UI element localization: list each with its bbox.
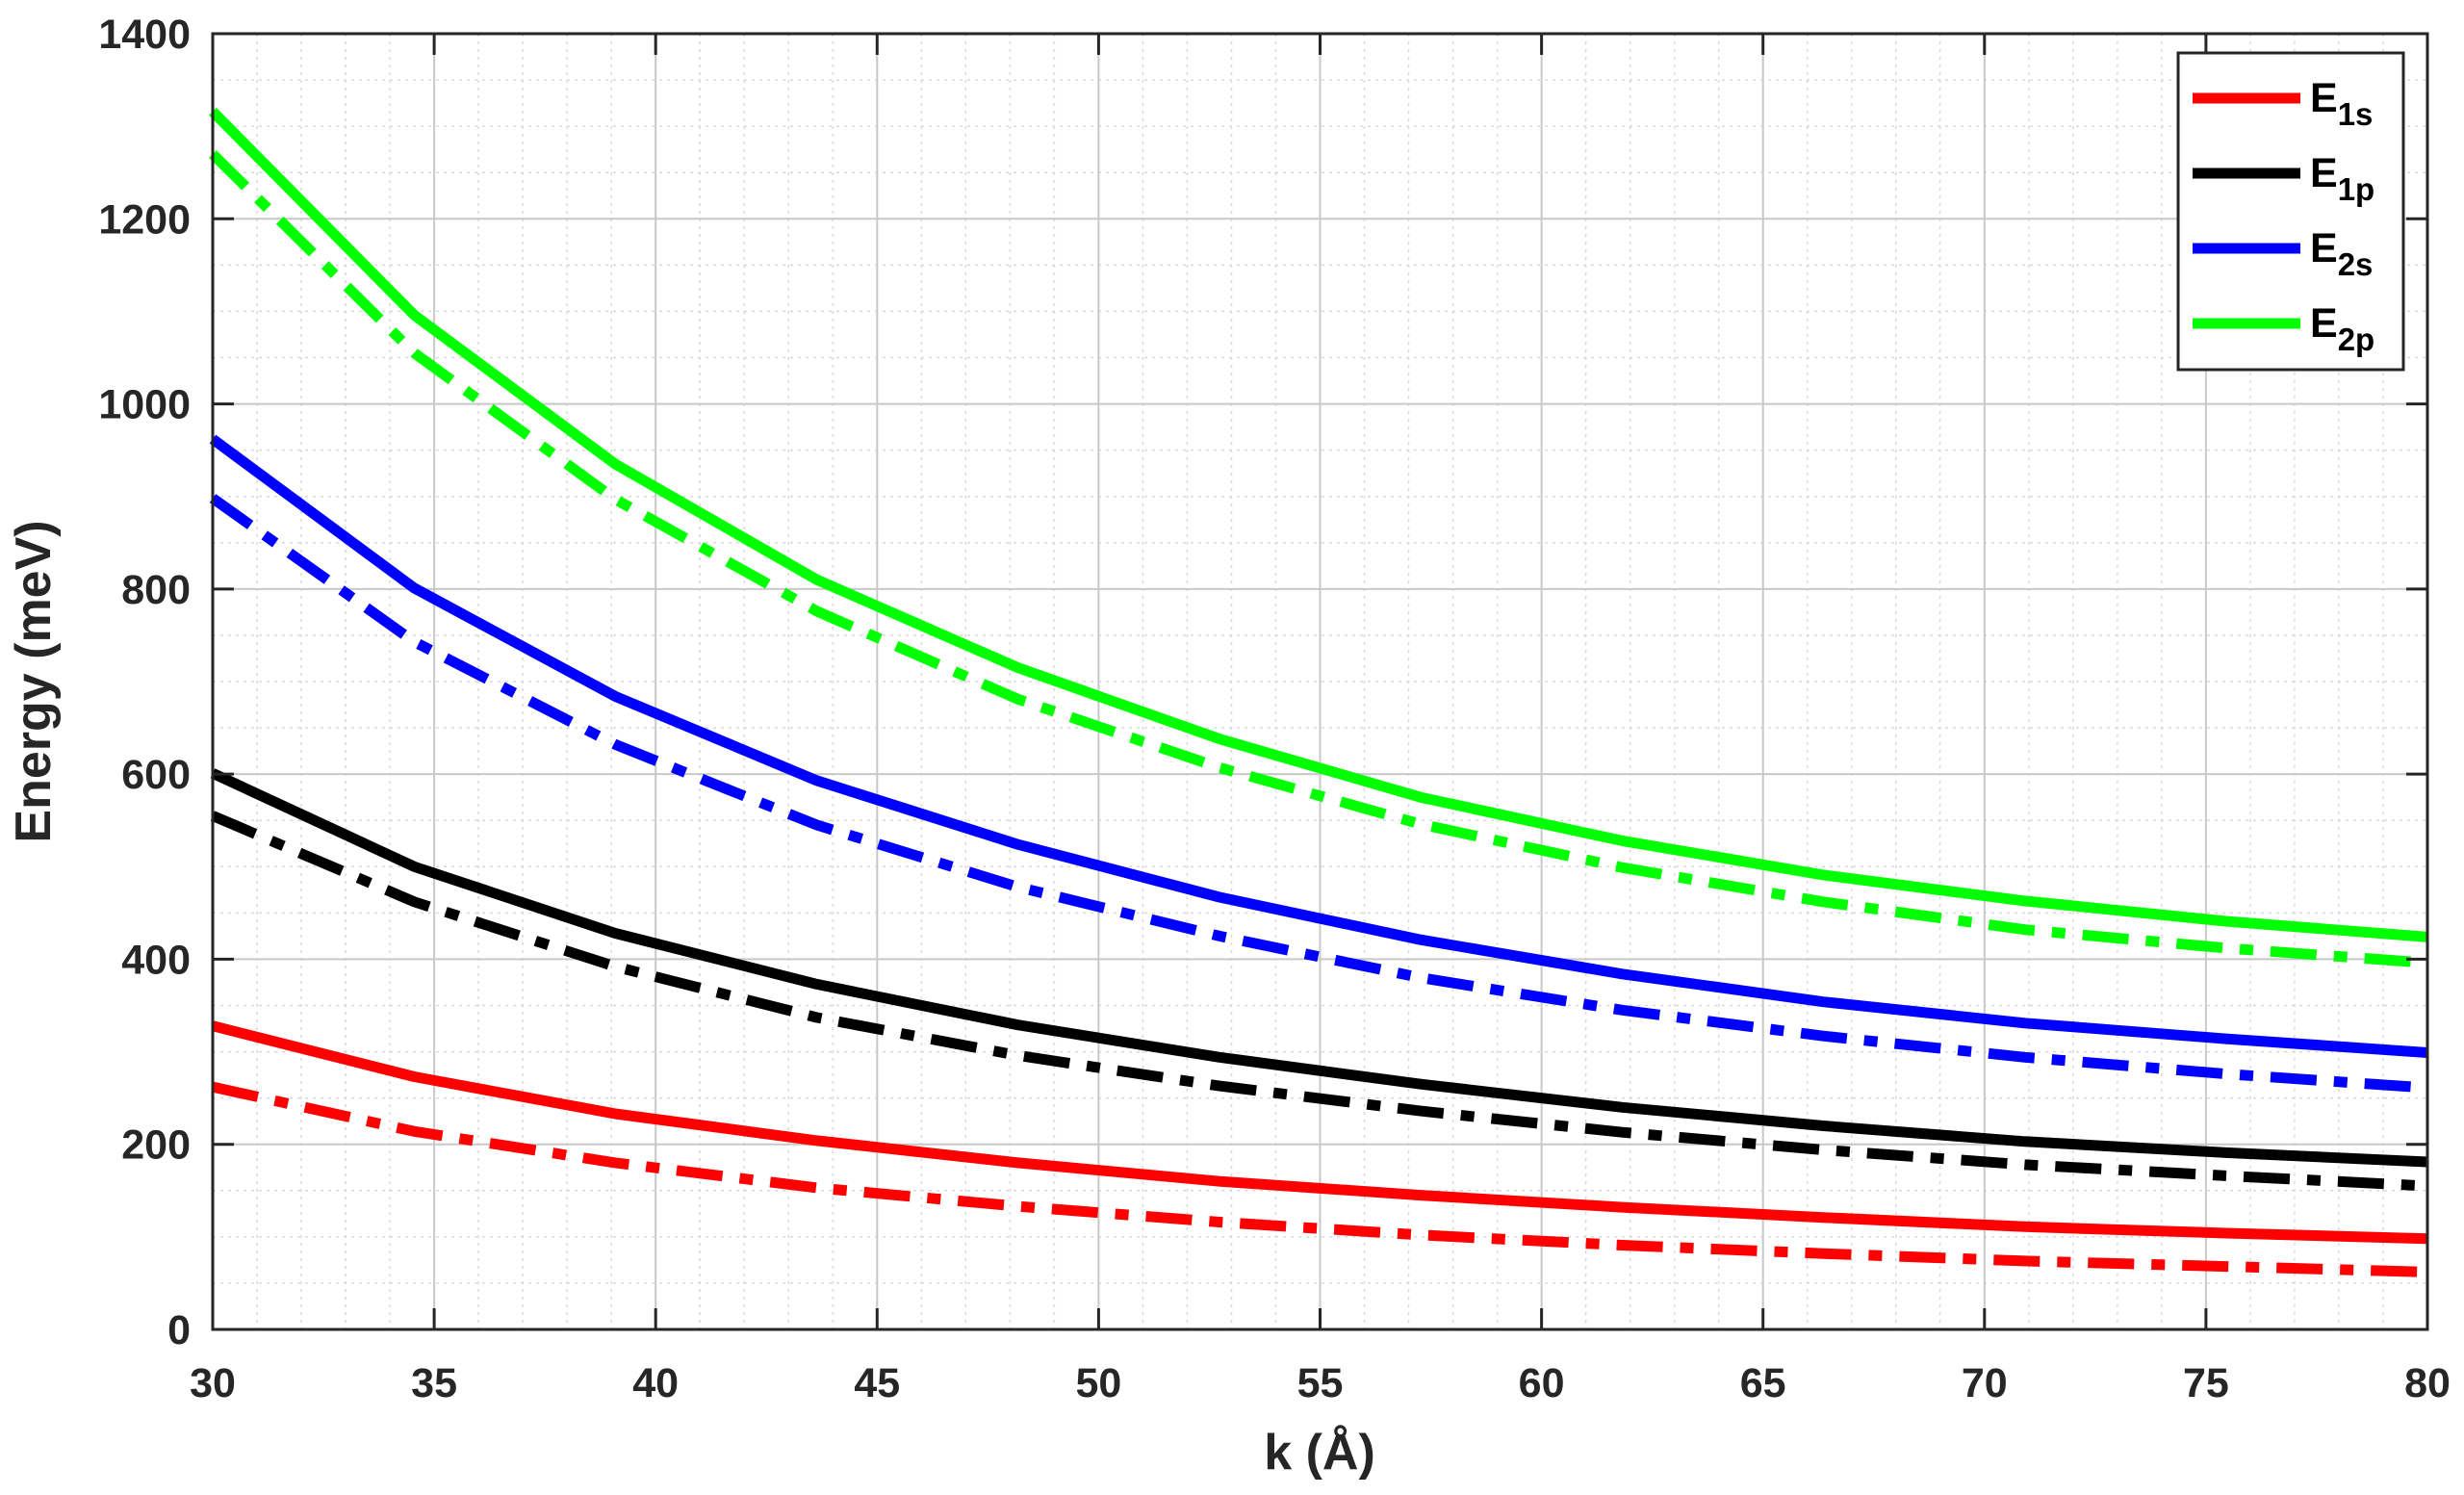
- dashdot-series-line-5: [210, 811, 2428, 1192]
- x-tick-label: 75: [2183, 1360, 2229, 1406]
- ticks-layer: [211, 32, 2429, 1331]
- series-line-2: [209, 434, 2428, 1058]
- legend-box: [2176, 51, 2405, 372]
- y-tick-label: 400: [121, 937, 191, 983]
- legend: E1s E1p E2s E2p: [2176, 51, 2405, 372]
- series-layer: [209, 107, 2428, 1277]
- x-tick-label: 45: [854, 1360, 900, 1406]
- legend-entry-label: E1s: [2310, 75, 2373, 132]
- x-tick-label: 50: [1075, 1360, 1121, 1406]
- dashdot-series-line-6: [209, 494, 2428, 1094]
- x-tick-label: 40: [632, 1360, 679, 1406]
- dashdot-series-line-4: [211, 1081, 2428, 1277]
- x-tick-label: 80: [2404, 1360, 2451, 1406]
- legend-entry-label: E1p: [2310, 150, 2374, 207]
- y-tick-label: 1200: [98, 196, 191, 243]
- y-tick-label: 1000: [98, 382, 191, 428]
- y-tick-label: 800: [121, 567, 191, 613]
- x-tick-label: 35: [411, 1360, 457, 1406]
- series-line-1: [210, 768, 2428, 1168]
- legend-entry-label: E2p: [2310, 300, 2374, 357]
- y-tick-label: 1400: [98, 12, 191, 58]
- x-tick-label: 55: [1297, 1360, 1344, 1406]
- x-tick-label: 30: [190, 1360, 236, 1406]
- y-tick-label: 0: [167, 1307, 191, 1353]
- series-line-3: [209, 107, 2428, 942]
- dashdot-series-line-7: [209, 150, 2428, 968]
- y-tick-labels: 0 200 400 600 800 1000 1200 1400: [98, 12, 191, 1353]
- y-tick-label: 200: [121, 1122, 191, 1169]
- x-tick-labels: 30 35 40 45 50 55 60 65 70 75 80: [190, 1360, 2451, 1406]
- legend-entry-label: E2s: [2310, 225, 2373, 282]
- x-tick-label: 60: [1519, 1360, 1565, 1406]
- series-line-0: [211, 1020, 2428, 1245]
- x-axis-label: k (Å): [1264, 1425, 1375, 1481]
- y-axis-label: Energy (meV): [6, 520, 62, 842]
- x-tick-label: 65: [1740, 1360, 1786, 1406]
- y-tick-label: 600: [121, 752, 191, 798]
- x-tick-label: 70: [1962, 1360, 2008, 1406]
